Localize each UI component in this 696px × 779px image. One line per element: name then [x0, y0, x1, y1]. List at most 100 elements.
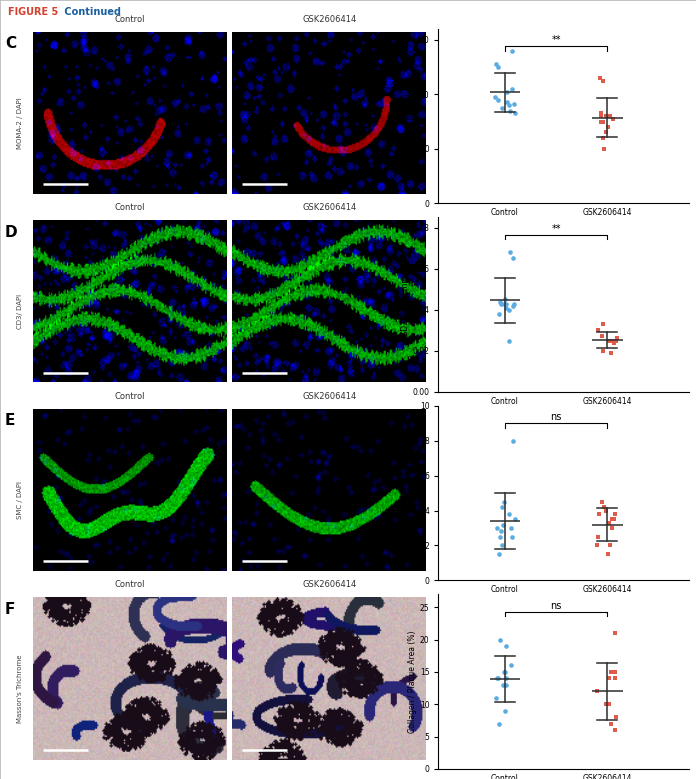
Point	[606, 513, 617, 526]
Point	[594, 72, 606, 84]
Point	[496, 298, 507, 310]
Point	[500, 666, 511, 679]
Point	[592, 539, 603, 552]
Point	[604, 110, 615, 122]
Point	[499, 293, 510, 305]
Point	[491, 672, 502, 685]
Point	[500, 704, 511, 717]
Point	[496, 539, 507, 552]
Point	[509, 107, 520, 119]
Point	[498, 666, 509, 679]
Point	[594, 508, 605, 520]
Point	[610, 672, 621, 685]
Point	[490, 692, 501, 704]
Point	[603, 672, 615, 685]
Text: SMC / DAPI: SMC / DAPI	[17, 481, 23, 519]
Point	[601, 110, 612, 122]
Point	[509, 513, 521, 526]
Text: MOMA-2 / DAPI: MOMA-2 / DAPI	[17, 97, 23, 149]
Point	[500, 679, 512, 691]
Text: E: E	[5, 413, 15, 428]
Text: Control: Control	[115, 203, 145, 213]
Text: Control: Control	[115, 15, 145, 24]
Point	[501, 97, 512, 109]
Point	[503, 508, 514, 520]
Point	[494, 530, 505, 543]
Point	[598, 115, 609, 128]
Point	[494, 633, 505, 646]
Point	[498, 495, 509, 508]
Y-axis label: Collagen / Plaque Area (%): Collagen / Plaque Area (%)	[408, 630, 417, 733]
Point	[595, 107, 606, 119]
Point	[493, 308, 505, 320]
Point	[601, 504, 612, 516]
Point	[595, 115, 606, 128]
Point	[500, 298, 512, 310]
Point	[500, 672, 512, 685]
Point	[491, 58, 502, 71]
Point	[606, 666, 617, 679]
Y-axis label: CD3⁺ Cells/ mm²: CD3⁺ Cells/ mm²	[401, 273, 410, 337]
Point	[597, 132, 608, 144]
Text: C: C	[5, 36, 16, 51]
Point	[497, 679, 508, 691]
Text: GSK2606414: GSK2606414	[302, 580, 356, 590]
Text: CD3/ DAPI: CD3/ DAPI	[17, 294, 23, 329]
Point	[603, 516, 614, 529]
Point	[501, 86, 512, 98]
Point	[496, 501, 507, 513]
Text: GSK2606414: GSK2606414	[302, 203, 356, 213]
Text: Masson's Trichrome: Masson's Trichrome	[17, 654, 23, 723]
Text: GSK2606414: GSK2606414	[302, 15, 356, 24]
Point	[508, 298, 519, 310]
Point	[598, 501, 609, 513]
Point	[609, 337, 620, 349]
Point	[597, 495, 608, 508]
Text: FIGURE 5: FIGURE 5	[8, 8, 58, 17]
Point	[611, 332, 622, 344]
Point	[606, 334, 617, 347]
Point	[507, 435, 519, 447]
Y-axis label: SMC / Plaque Area (%): SMC / Plaque Area (%)	[408, 450, 417, 536]
Point	[602, 121, 613, 133]
Point	[606, 717, 617, 730]
Point	[598, 344, 609, 357]
Point	[592, 530, 603, 543]
Point	[610, 334, 622, 347]
Point	[504, 99, 515, 111]
Point	[606, 522, 617, 534]
Point	[489, 91, 500, 104]
Point	[506, 530, 517, 543]
Point	[592, 685, 603, 697]
Point	[507, 252, 519, 265]
Point	[600, 126, 611, 139]
Point	[500, 640, 512, 652]
Point	[592, 324, 603, 337]
Point	[608, 113, 619, 125]
Point	[605, 539, 616, 552]
Point	[498, 298, 509, 310]
Point	[503, 304, 514, 316]
Point	[604, 334, 615, 347]
Point	[507, 83, 518, 95]
Point	[493, 548, 505, 560]
Point	[609, 513, 620, 526]
Point	[609, 627, 620, 640]
Point	[504, 334, 515, 347]
Point	[599, 143, 610, 155]
Point	[603, 548, 614, 560]
Point	[606, 347, 617, 359]
Point	[596, 330, 607, 343]
Point	[493, 717, 505, 730]
Point	[610, 666, 621, 679]
Point	[597, 318, 608, 330]
Point	[506, 44, 517, 57]
Text: Control: Control	[115, 580, 145, 590]
Point	[496, 525, 507, 538]
Point	[494, 295, 505, 308]
Point	[492, 672, 503, 685]
Point	[596, 110, 607, 122]
Point	[497, 101, 508, 114]
Point	[610, 508, 621, 520]
Point	[492, 61, 503, 73]
